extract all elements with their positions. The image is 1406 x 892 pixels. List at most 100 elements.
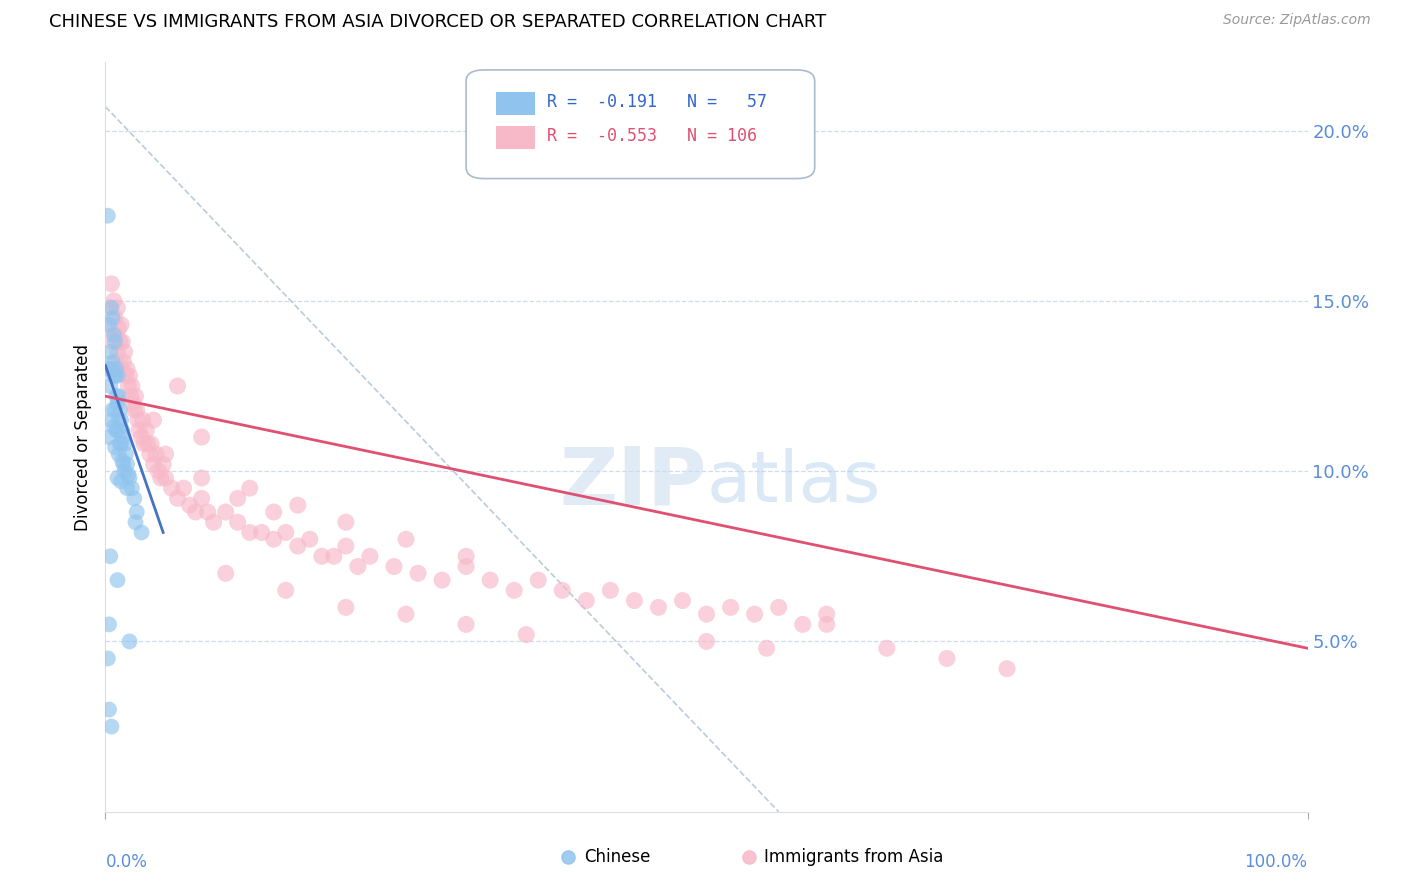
Point (115, 368, 138, 383)
Text: R =  -0.191   N =   57: R = -0.191 N = 57 (547, 93, 766, 112)
Point (132, 437, 155, 451)
Point (166, 491, 188, 506)
Point (197, 505, 219, 519)
Point (98, 702, 121, 716)
Point (107, 423, 129, 437)
Point (166, 379, 188, 393)
Point (190, 471, 212, 485)
Point (100, 720, 122, 734)
Point (128, 423, 150, 437)
Point (107, 301, 129, 315)
Point (114, 437, 136, 451)
Point (100, 277, 122, 291)
Point (100, 413, 122, 427)
Point (139, 447, 162, 461)
Point (115, 481, 138, 495)
Point (190, 491, 212, 506)
FancyBboxPatch shape (465, 70, 814, 178)
Text: 0.0%: 0.0% (105, 853, 148, 871)
Point (551, 583, 574, 598)
Point (287, 539, 309, 553)
Point (263, 505, 285, 519)
Point (98, 549, 121, 564)
Point (100, 301, 122, 315)
Bar (496, 126, 534, 149)
Point (107, 396, 129, 410)
Point (104, 440, 127, 454)
Point (110, 437, 132, 451)
Point (226, 491, 249, 506)
Point (98, 430, 121, 444)
Point (101, 310, 124, 325)
Text: CHINESE VS IMMIGRANTS FROM ASIA DIVORCED OR SEPARATED CORRELATION CHART: CHINESE VS IMMIGRANTS FROM ASIA DIVORCED… (49, 13, 827, 31)
Point (815, 617, 838, 632)
Point (107, 413, 129, 427)
Point (139, 437, 162, 451)
Point (124, 515, 146, 529)
Point (120, 389, 142, 403)
Point (117, 379, 139, 393)
Point (696, 607, 718, 622)
Point (118, 634, 141, 648)
Point (335, 539, 357, 553)
Point (671, 593, 693, 607)
Point (287, 498, 309, 512)
Point (515, 627, 537, 641)
Point (135, 423, 157, 437)
Point (274, 583, 297, 598)
Point (527, 573, 550, 587)
Point (118, 471, 141, 485)
Point (347, 559, 370, 574)
Point (395, 533, 418, 547)
Point (110, 318, 132, 332)
Point (121, 481, 143, 495)
Point (250, 525, 273, 540)
Point (142, 413, 165, 427)
Point (114, 345, 136, 359)
Point (131, 525, 153, 540)
Point (125, 402, 148, 417)
Point (815, 607, 838, 622)
Point (298, 533, 321, 547)
Point (107, 321, 129, 335)
Point (454, 617, 477, 632)
Point (274, 525, 297, 540)
Point (127, 413, 149, 427)
Point (142, 458, 165, 472)
Point (190, 430, 212, 444)
Point (104, 402, 127, 417)
Point (104, 334, 127, 349)
Point (720, 600, 742, 615)
Point (103, 327, 125, 342)
Point (936, 651, 959, 665)
Point (105, 362, 128, 376)
Point (755, 641, 778, 656)
Point (111, 334, 134, 349)
Point (155, 471, 177, 485)
Point (647, 600, 669, 615)
Point (100, 362, 122, 376)
Point (124, 402, 146, 417)
Point (359, 549, 381, 564)
Point (110, 475, 132, 489)
Point (214, 566, 236, 581)
Point (108, 437, 131, 451)
Point (111, 423, 134, 437)
Point (792, 617, 814, 632)
Point (101, 402, 124, 417)
Point (115, 458, 138, 472)
Point (98, 321, 121, 335)
Point (744, 607, 766, 622)
Text: Chinese: Chinese (583, 847, 650, 865)
Point (107, 389, 129, 403)
Point (155, 447, 177, 461)
Point (503, 583, 526, 598)
Point (104, 355, 127, 369)
Point (98, 617, 121, 632)
Text: Immigrants from Asia: Immigrants from Asia (765, 847, 943, 865)
Point (226, 515, 249, 529)
Point (103, 368, 125, 383)
Point (430, 573, 453, 587)
Point (107, 447, 129, 461)
Point (160, 481, 183, 495)
